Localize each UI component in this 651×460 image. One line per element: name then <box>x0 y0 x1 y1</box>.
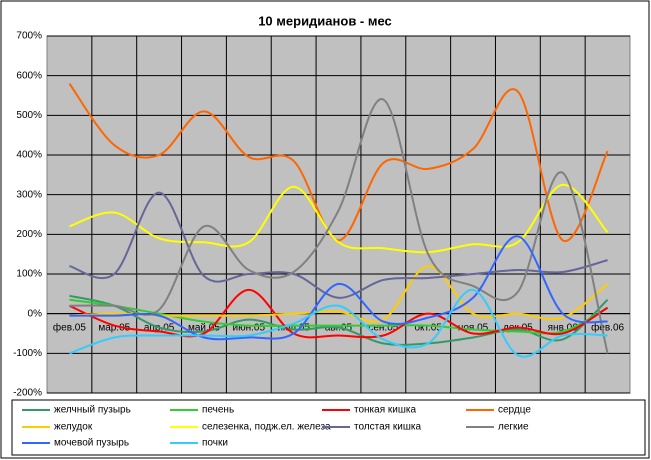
x-tick-label: янв.06 <box>548 322 579 333</box>
legend-label: печень <box>202 405 234 416</box>
y-tick-label: 300% <box>16 189 42 200</box>
legend-label: толстая кишка <box>354 422 421 433</box>
x-tick-label: сен.05 <box>368 322 398 333</box>
legend-label: желчный пузырь <box>54 405 131 416</box>
y-tick-label: 500% <box>16 110 42 121</box>
y-tick-label: 100% <box>16 269 42 280</box>
x-tick-label: окт.05 <box>414 322 442 333</box>
series-line <box>69 288 608 358</box>
series-line <box>69 288 609 339</box>
series-line <box>69 191 608 299</box>
series-line <box>69 298 609 335</box>
y-tick-label: 0% <box>28 308 43 319</box>
legend-label: тонкая кишка <box>354 405 416 416</box>
legend-label: легкие <box>498 422 529 433</box>
y-tick-label: 600% <box>16 70 42 81</box>
y-tick-label: -200% <box>13 388 42 399</box>
series-line <box>69 235 608 341</box>
y-tick-label: 200% <box>16 229 42 240</box>
series-line <box>68 83 609 242</box>
x-tick-label: ноя.05 <box>458 322 489 333</box>
y-tick-label: 700% <box>16 31 42 42</box>
x-tick-label: май.05 <box>188 322 220 333</box>
x-tick-label: мар.05 <box>98 322 130 333</box>
legend-label: сердце <box>498 405 531 416</box>
legend-label: желудок <box>54 422 93 433</box>
y-tick-label: 400% <box>16 150 42 161</box>
x-tick-label: июн.05 <box>233 322 266 333</box>
y-tick-label: -100% <box>13 348 42 359</box>
x-tick-label: фев.05 <box>53 321 86 333</box>
x-tick-label: фев.06 <box>591 321 624 333</box>
legend-label: мочевой пузырь <box>54 438 129 449</box>
legend-label: почки <box>202 438 228 449</box>
legend-label: селезенка, подж.ел. железа <box>202 422 331 433</box>
series-line <box>69 98 609 354</box>
x-tick-label: июл.05 <box>277 322 310 333</box>
chart-title: 10 меридианов - мес <box>258 13 392 28</box>
series-line <box>69 294 609 346</box>
